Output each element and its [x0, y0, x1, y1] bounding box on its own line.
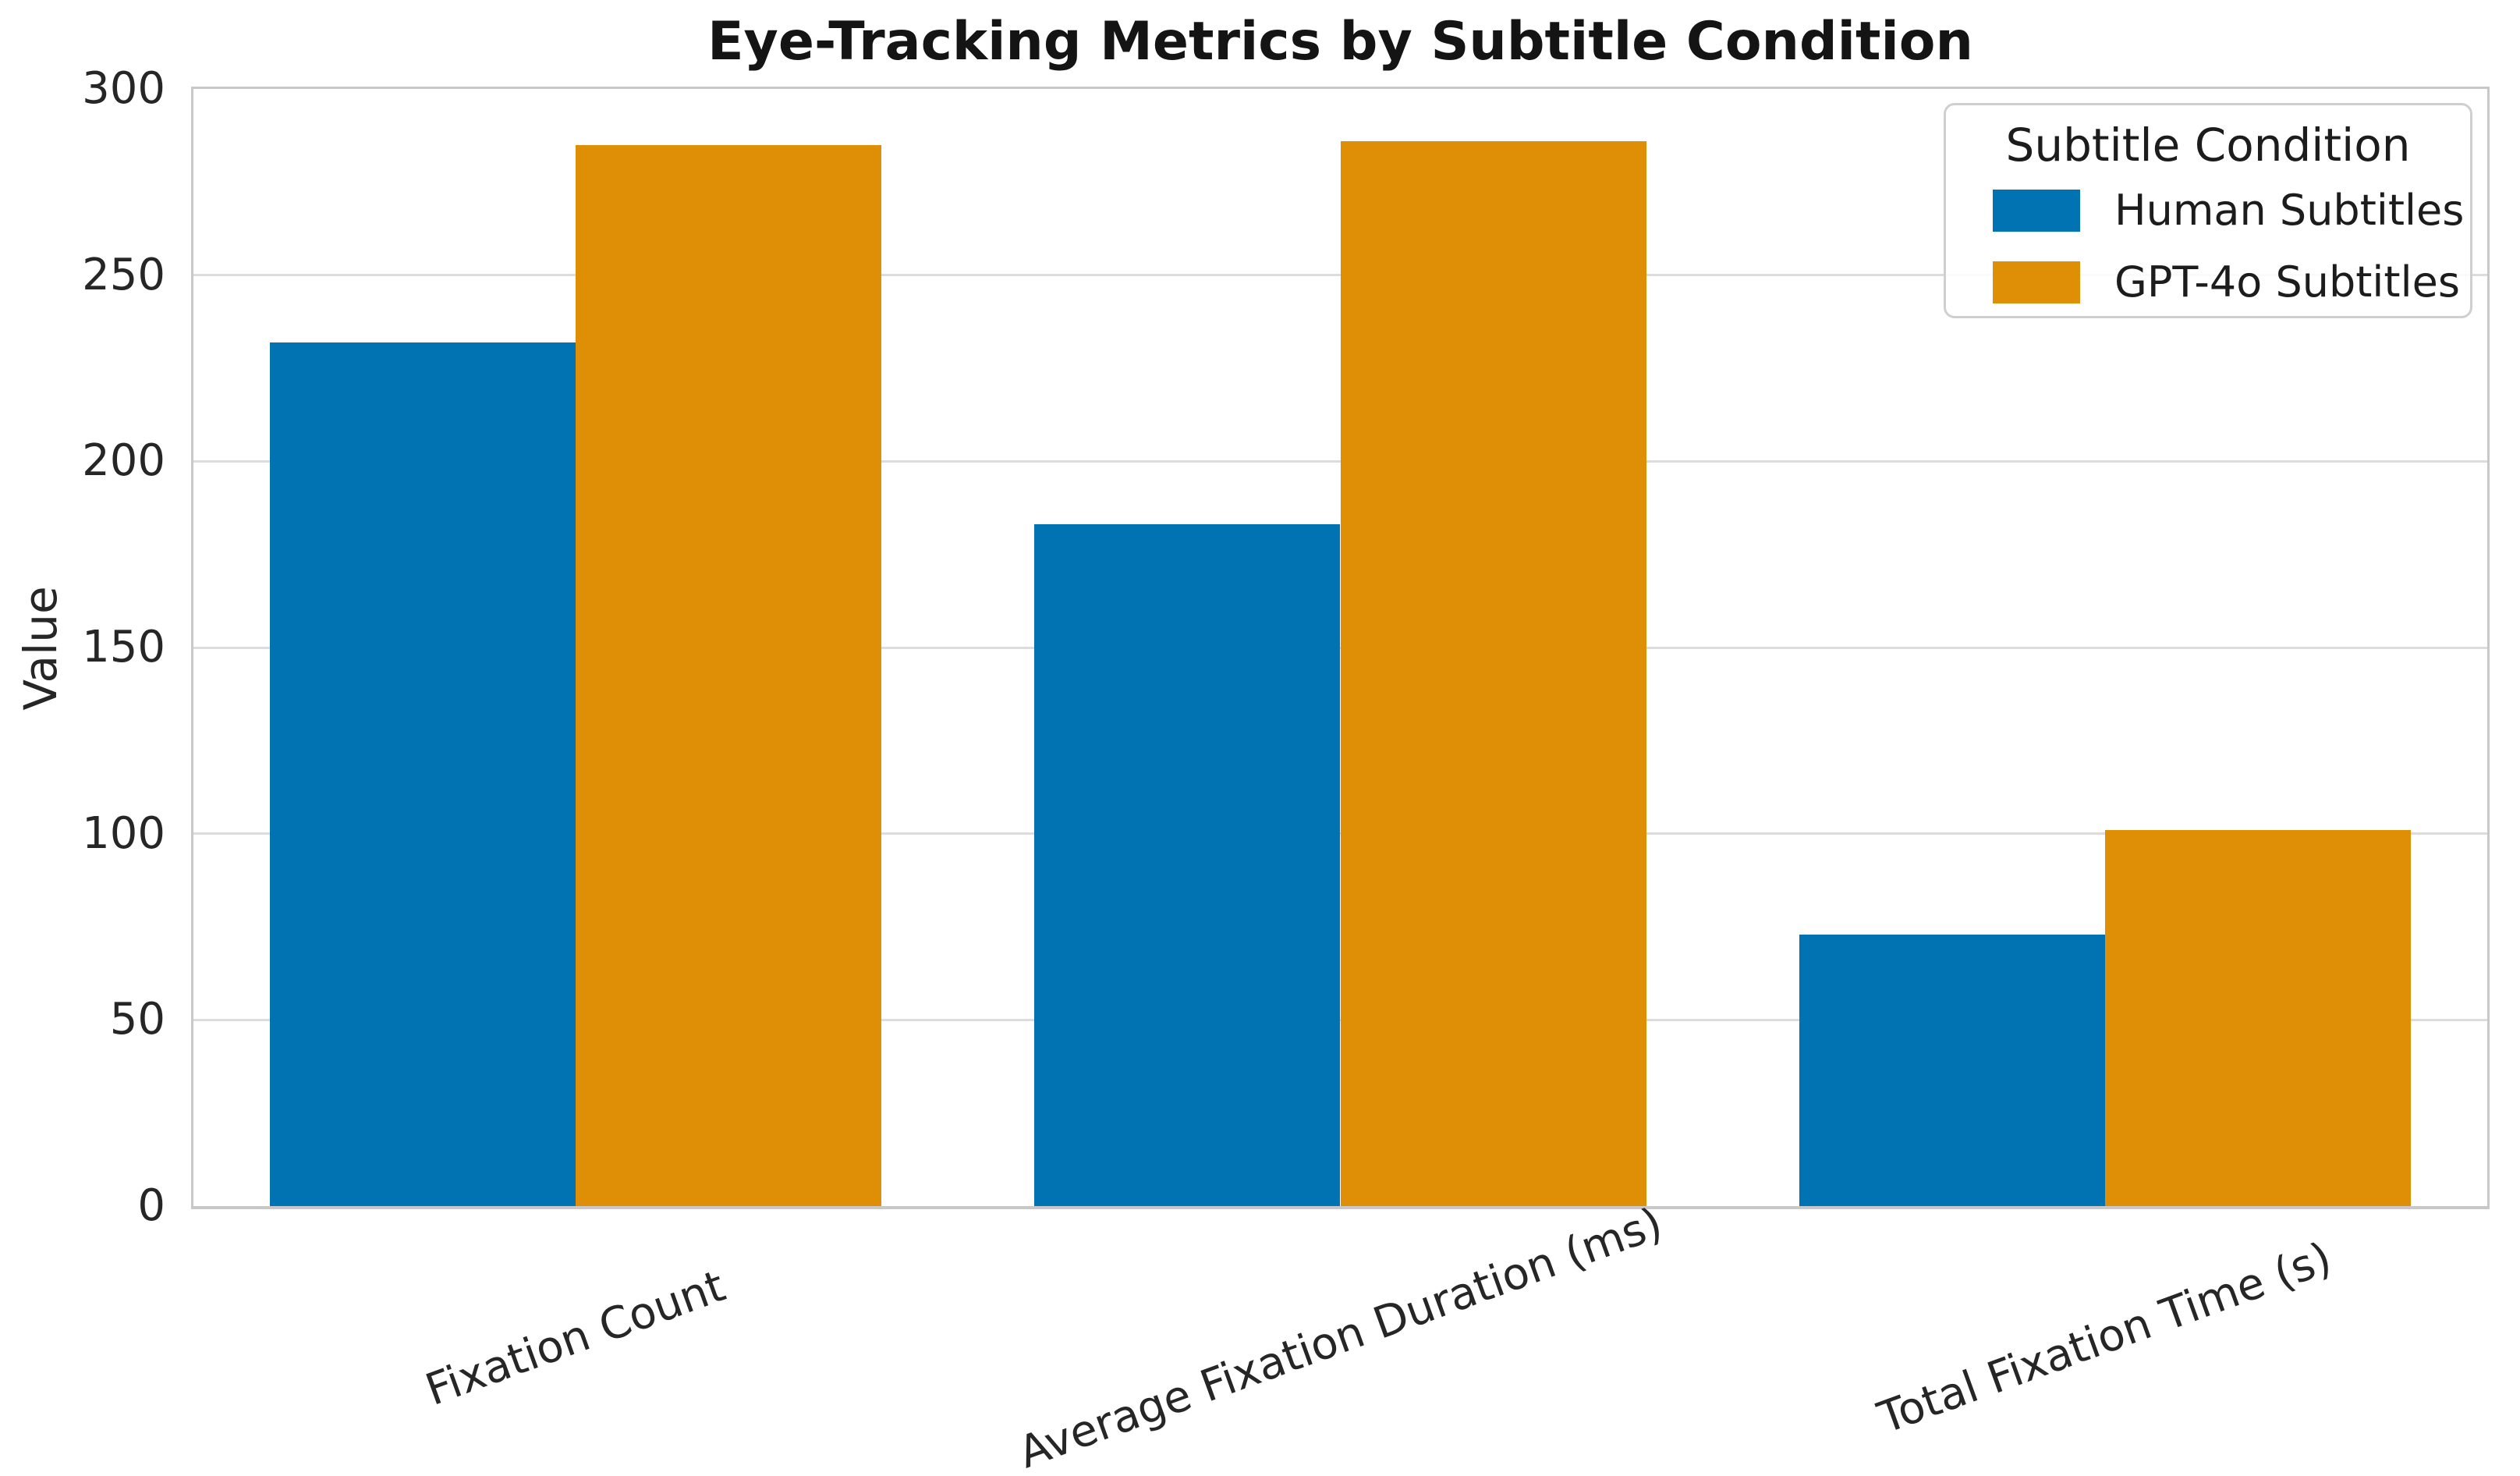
- chart-title: Eye-Tracking Metrics by Subtitle Conditi…: [707, 11, 1973, 73]
- bar-total-fixation-time-s-human-subtitles: [1799, 934, 2105, 1206]
- legend-label-human-subtitles: Human Subtitles: [2114, 186, 2465, 235]
- legend-swatch-gpt-4o-subtitles: [1993, 261, 2080, 303]
- y-tick-label-50: 50: [109, 994, 165, 1045]
- bar-average-fixation-duration-ms-human-subtitles: [1034, 524, 1341, 1206]
- legend-swatch-human-subtitles: [1993, 190, 2080, 232]
- bar-fixation-count-human-subtitles: [270, 342, 576, 1206]
- x-tick-label-average-fixation-duration-ms: Average Fixation Duration (ms): [1012, 1197, 1669, 1476]
- legend-label-gpt-4o-subtitles: GPT-4o Subtitles: [2114, 257, 2460, 307]
- legend: Subtitle Condition Human Subtitles GPT-4o…: [1944, 103, 2472, 318]
- bar-average-fixation-duration-ms-gpt-4o-subtitles: [1340, 140, 1646, 1206]
- bar-fixation-count-gpt-4o-subtitles: [576, 144, 882, 1206]
- legend-item-human-subtitles: Human Subtitles: [1993, 185, 2470, 236]
- legend-item-gpt-4o-subtitles: GPT-4o Subtitles: [1993, 257, 2470, 308]
- x-tick-label-total-fixation-time-s: Total Fixation Time (s): [1871, 1233, 2338, 1444]
- y-tick-label-200: 200: [82, 435, 165, 487]
- y-tick-label-100: 100: [82, 807, 165, 859]
- y-tick-label-0: 0: [137, 1180, 165, 1231]
- bar-total-fixation-time-s-gpt-4o-subtitles: [2104, 829, 2411, 1206]
- legend-items: Human Subtitles GPT-4o Subtitles: [1946, 185, 2470, 308]
- y-tick-label-250: 250: [82, 249, 165, 300]
- legend-title: Subtitle Condition: [2005, 119, 2411, 172]
- y-tick-label-150: 150: [82, 622, 165, 672]
- y-tick-label-300: 300: [82, 63, 165, 114]
- x-tick-label-fixation-count: Fixation Count: [419, 1261, 732, 1416]
